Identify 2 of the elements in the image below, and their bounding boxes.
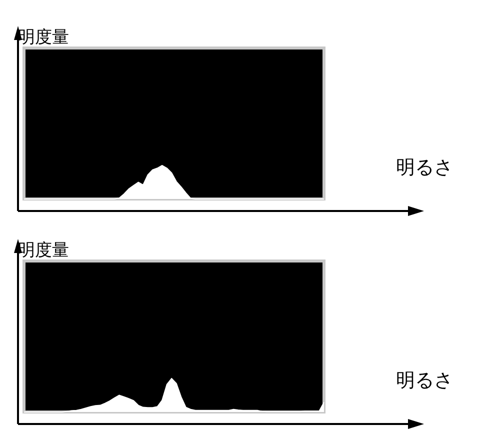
x-axis-title: 明るさ (396, 156, 453, 178)
x-axis-title: 明るさ (396, 370, 453, 392)
